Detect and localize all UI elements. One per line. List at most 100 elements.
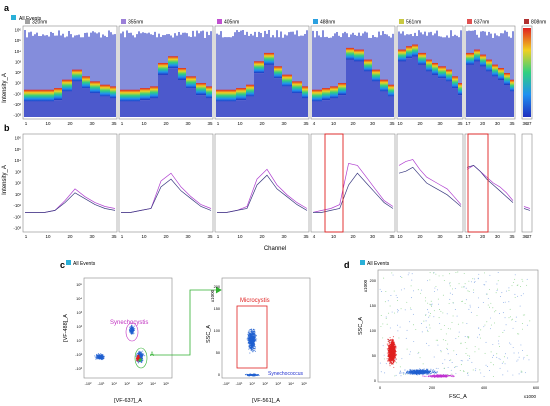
heat-cell <box>186 33 188 82</box>
heat-cell <box>266 64 268 117</box>
scatter-point <box>140 361 142 363</box>
heat-cell <box>280 78 282 117</box>
heat-band <box>164 62 166 75</box>
scatter-point <box>440 310 442 312</box>
scatter-point <box>252 335 254 337</box>
heat-cell <box>304 33 306 93</box>
heat-cell <box>84 32 86 82</box>
heat-band <box>46 89 48 102</box>
scatter-point <box>142 350 144 352</box>
scatter-point <box>256 374 259 376</box>
scatter-point <box>520 295 522 297</box>
heat-band <box>144 88 146 101</box>
scatter-point <box>440 376 442 378</box>
scatter-point <box>509 342 511 344</box>
scatter-point <box>390 357 392 359</box>
heat-cell <box>216 101 218 117</box>
heat-cell <box>332 98 334 117</box>
heat-cell <box>298 93 300 117</box>
channel-tick: 35 <box>111 121 117 126</box>
heat-band <box>76 69 78 82</box>
scatter-point <box>456 354 457 355</box>
scatter-point <box>410 309 412 310</box>
scatter-point <box>496 288 498 290</box>
scatter-point <box>445 333 447 335</box>
scatter-point <box>256 338 258 340</box>
heat-cell <box>398 61 400 117</box>
heat-cell <box>374 81 376 117</box>
heat-cell <box>218 34 220 97</box>
scatter-point <box>433 316 435 318</box>
xtick-label: 10⁵ <box>163 382 169 386</box>
heat-cell <box>380 91 382 117</box>
channel-tick: 1 <box>25 121 28 126</box>
heat-cell <box>386 91 388 117</box>
heat-cell <box>316 31 318 93</box>
scatter-point <box>396 362 398 364</box>
scatter-point <box>436 371 438 373</box>
scatter-point <box>467 359 469 361</box>
lineplot-frame <box>22 133 118 233</box>
heat-cell <box>378 81 380 117</box>
scatter-point <box>399 366 401 368</box>
scatter-point <box>445 340 447 342</box>
scatter-point <box>452 315 454 317</box>
scatter-point <box>406 370 408 372</box>
scatter-point <box>401 358 403 360</box>
heat-band <box>122 89 124 102</box>
scatter-point <box>431 370 433 372</box>
heat-cell <box>68 91 70 117</box>
heat-band <box>506 73 508 86</box>
heat-band <box>458 83 460 96</box>
ytick-label: 100 <box>214 329 220 333</box>
heat-band <box>52 89 54 102</box>
scatter-point <box>139 354 141 356</box>
scatter-point <box>442 362 444 364</box>
annot-microcystis: Microcystis <box>240 298 270 304</box>
scatter-point <box>497 271 499 273</box>
scatter-point <box>412 313 414 315</box>
scatter-c2 <box>244 328 260 377</box>
scatter-point <box>135 357 138 360</box>
heat-band <box>148 88 150 101</box>
heat-band <box>370 59 372 72</box>
scatter-point <box>397 309 399 311</box>
channel-tick: 20 <box>163 234 169 239</box>
heat-band <box>66 79 68 92</box>
heat-cell <box>440 78 442 117</box>
scatter-point <box>502 374 504 376</box>
heat-cell <box>290 31 292 79</box>
scatter-point <box>472 369 474 371</box>
scatter-point <box>447 353 449 355</box>
scatter-point <box>252 374 254 376</box>
heat-cell <box>426 71 428 117</box>
scatter-point <box>248 330 250 332</box>
scatter-point <box>433 272 435 274</box>
heat-cell <box>262 37 264 71</box>
scatter-point <box>508 287 510 289</box>
heat-cell <box>420 32 422 58</box>
heat-cell <box>140 100 142 117</box>
heat-cell <box>98 93 100 117</box>
scatter-point <box>251 342 253 345</box>
scatter-point <box>399 370 401 372</box>
heat-cell <box>498 36 500 77</box>
scatter-point <box>510 316 512 318</box>
heat-cell <box>108 30 110 88</box>
scatter-point <box>451 362 453 363</box>
heat-cell <box>154 98 156 117</box>
scatter-point <box>433 356 435 358</box>
scatter-point <box>393 366 395 368</box>
scatter-point <box>139 359 141 361</box>
scatter-point <box>423 375 425 377</box>
series-line <box>313 172 394 213</box>
laser-swatch <box>524 19 529 24</box>
heat-cell <box>314 101 316 117</box>
scatter-point <box>381 291 383 292</box>
heat-band <box>264 52 266 65</box>
heat-band <box>132 89 134 102</box>
scatter-point <box>471 361 473 363</box>
heat-cell <box>146 33 148 94</box>
heat-cell <box>190 37 192 86</box>
